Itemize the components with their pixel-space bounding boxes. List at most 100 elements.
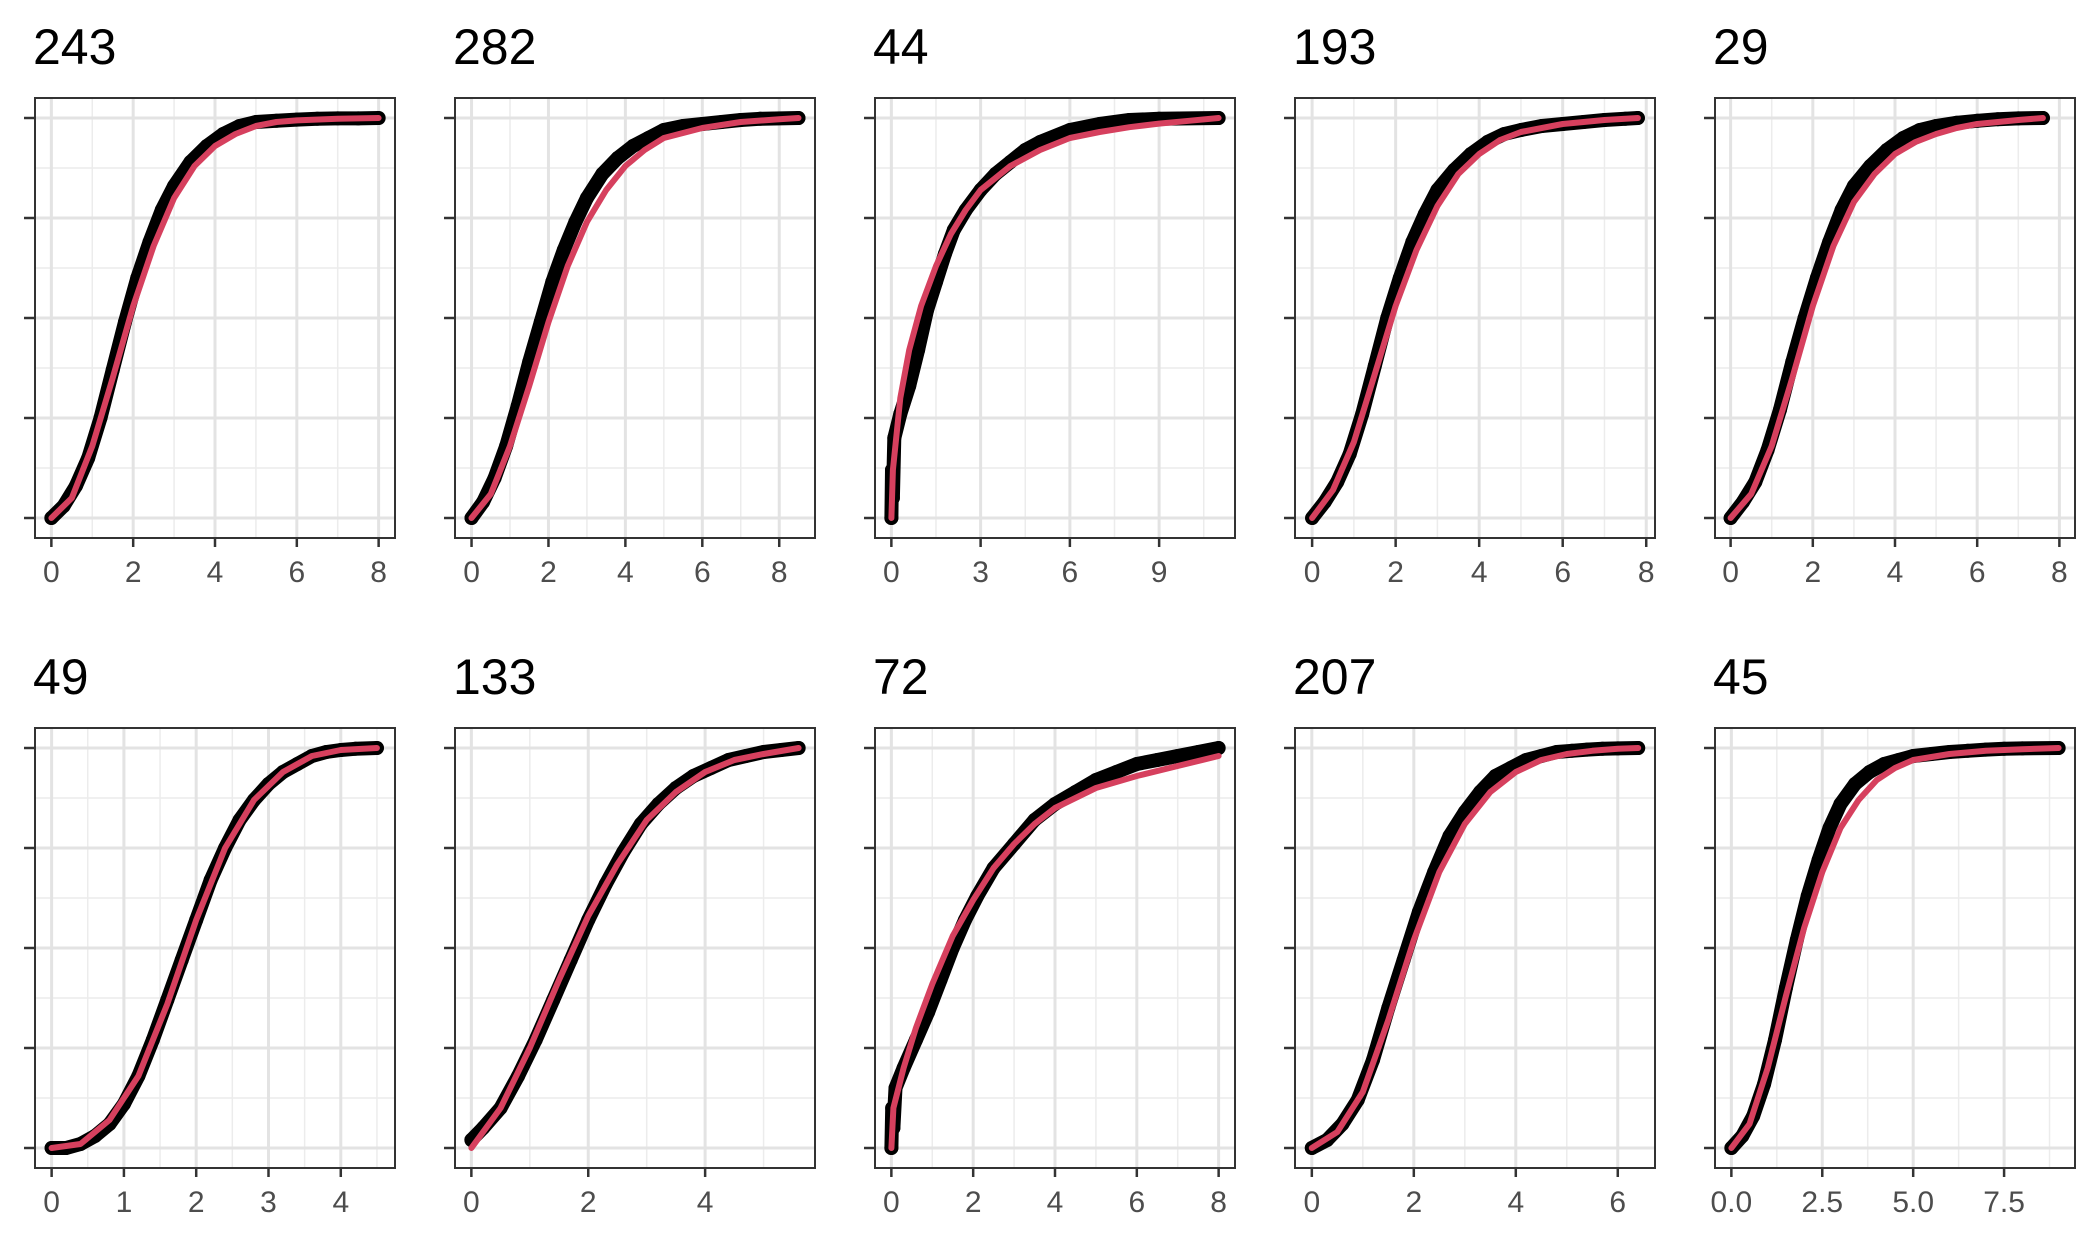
x-tick-label: 2 [540,556,557,589]
data-point [1129,757,1144,771]
x-tick-label: 8 [1210,1186,1227,1219]
panel-title: 44 [873,19,929,75]
fit-line [48,115,382,521]
fit-line [1309,115,1641,521]
data-point [1191,745,1206,759]
x-tick-label: 0 [1304,556,1321,589]
x-tick-label: 6 [1128,1186,1145,1219]
panel-title: 45 [1713,649,1769,705]
x-tick-label: 6 [1062,556,1079,589]
x-tick-label: 7.5 [1983,1186,2025,1219]
x-tick-label: 6 [694,556,711,589]
x-tick-label: 8 [2051,556,2068,589]
panel-title: 207 [1293,649,1376,705]
panel-title: 282 [453,19,536,75]
fit-line [468,745,802,1151]
x-tick-label: 0 [883,1186,900,1219]
data-point [1877,757,1892,771]
data-point [1211,741,1226,755]
data-point [1879,143,1894,157]
panel-title: 193 [1293,19,1376,75]
x-tick-label: 8 [370,556,387,589]
fit-line [48,745,380,1151]
data-point [1848,777,1862,791]
x-tick-label: 2 [1387,556,1404,589]
x-tick-label: 0.0 [1711,1186,1753,1219]
panel-3: 193 0 2 4 6 8 [1284,19,1656,589]
data-point [1473,785,1488,799]
data-point [1834,203,1849,217]
panel-7: 72 0 2 4 6 8 [864,649,1236,1219]
x-tick-label: 2 [1405,1186,1422,1219]
x-tick-label: 2 [580,1186,597,1219]
panel-9: 45 0.0 2.5 5.0 7.5 [1704,649,2076,1219]
x-tick-label: 0 [463,1186,480,1219]
x-tick-label: 2 [965,1186,982,1219]
data-point [568,215,583,229]
data-point [579,191,594,205]
data-point [1488,769,1503,783]
x-tick-label: 4 [1887,556,1904,589]
panel-4: 29 0 2 4 6 8 [1704,19,2076,589]
data-point [1811,853,1826,867]
x-tick-label: 4 [1471,556,1488,589]
data-point [1062,123,1077,137]
data-point [1122,113,1137,127]
data-point [626,139,641,153]
scatter-band [464,111,806,525]
x-tick-label: 3 [972,556,989,589]
panel-title: 29 [1713,19,1769,75]
x-tick-label: 8 [771,556,788,589]
x-tick-label: 4 [207,556,224,589]
data-point [595,167,610,181]
x-tick-label: 4 [1047,1186,1064,1219]
x-tick-label: 9 [1151,556,1168,589]
x-tick-label: 0 [1303,1186,1320,1219]
fit-line [888,115,1222,521]
data-point [1430,183,1445,197]
panel-title: 49 [33,649,89,705]
x-tick-label: 2 [188,1186,205,1219]
fit-line [468,115,802,521]
data-point [656,123,671,137]
data-point [1912,123,1927,137]
data-point [545,275,560,289]
x-tick-label: 3 [260,1186,277,1219]
data-point [533,315,548,329]
x-tick-label: 0 [883,556,900,589]
data-point [911,343,926,357]
x-tick-label: 2.5 [1801,1186,1843,1219]
data-point [1417,207,1432,221]
data-point [1442,829,1457,843]
panel-title: 133 [453,649,536,705]
x-tick-label: 4 [617,556,634,589]
x-tick-label: 1 [116,1186,133,1219]
data-point [1846,179,1861,193]
data-point [1088,773,1103,787]
panel-6: 133 0 2 4 [444,649,816,1219]
x-tick-label: 2 [125,556,142,589]
x-tick-label: 0 [463,556,480,589]
data-point [1896,131,1911,145]
fit-line [888,753,1222,1151]
x-tick-label: 0 [43,1186,60,1219]
data-point [1863,159,1878,173]
data-point [1929,119,1944,133]
fit-line [1308,745,1642,1151]
panel-2: 44 0 3 6 9 [864,19,1236,589]
panel-5: 49 0 1 2 3 4 [24,649,396,1219]
x-tick-label: 5.0 [1892,1186,1934,1219]
x-tick-label: 6 [1969,556,1986,589]
fit-line [1727,115,2046,521]
data-point [641,131,656,145]
x-tick-label: 4 [697,1186,714,1219]
data-point [610,151,625,165]
data-point [1170,749,1185,763]
x-tick-label: 4 [1507,1186,1524,1219]
x-tick-label: 6 [1609,1186,1626,1219]
panel-1: 282 0 2 4 6 8 [444,19,816,589]
fit-line [1728,745,2062,1151]
panel-0: 243 0 2 4 6 8 [24,19,396,589]
panel-title: 72 [873,649,929,705]
